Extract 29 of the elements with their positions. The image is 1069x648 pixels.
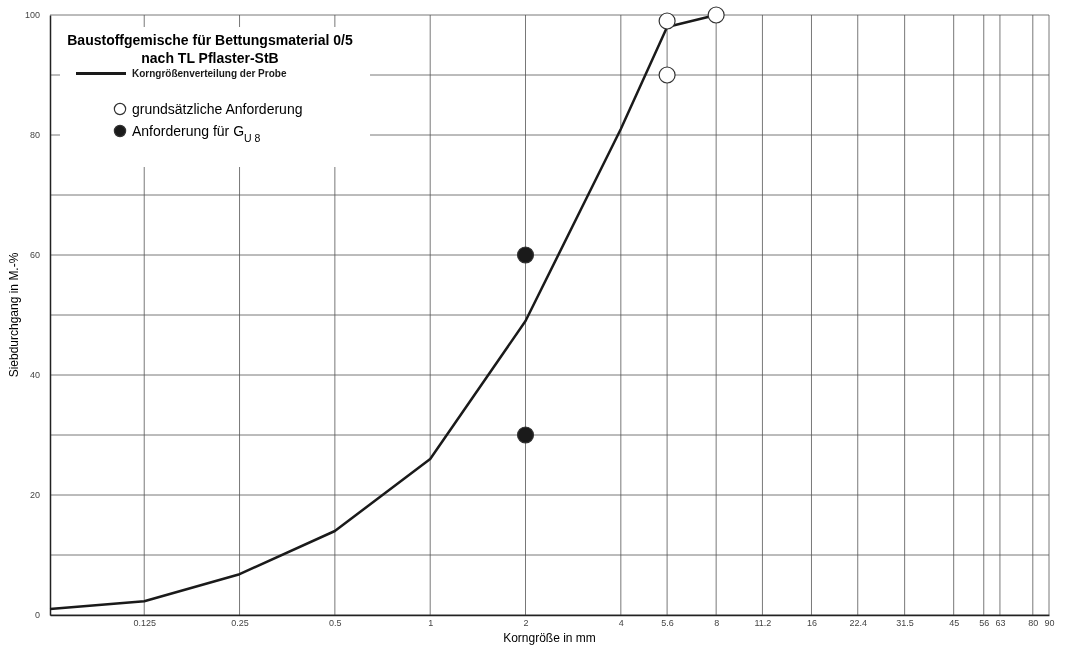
y-tick-label: 60 [29, 250, 40, 261]
x-tick-label: 63 [995, 618, 1006, 629]
x-tick-label: 0.125 [133, 618, 156, 629]
legend-label: Korngrößenverteilung der Probe [132, 68, 287, 79]
y-tick-label: 100 [24, 10, 40, 21]
x-tick-label: 0.5 [329, 618, 342, 629]
x-tick-label: 0.25 [231, 618, 249, 629]
x-tick-label: 56 [979, 618, 990, 629]
legend-title: Baustoffgemische für Bettungsmaterial 0/5 nach TL Pflaster-StB [67, 32, 353, 66]
legend-label: Anforderung für G$_{U 8}$ [132, 123, 261, 144]
x-tick-label: 1 [428, 618, 434, 629]
x-tick-label: 4 [618, 618, 624, 629]
legend-label: grundsätzliche Anforderung [132, 101, 303, 117]
x-tick-label: 8 [714, 618, 720, 629]
y-tick-label: 20 [29, 490, 40, 501]
x-tick-label: 90 [1044, 618, 1055, 629]
x-tick-label: 31.5 [896, 618, 914, 629]
x-tick-label: 45 [949, 618, 960, 629]
x-tick-label: 80 [1028, 618, 1039, 629]
x-tick-label: 22.4 [849, 618, 868, 629]
y-tick-label: 0 [34, 610, 40, 621]
x-tick-label: 11.2 [754, 618, 772, 629]
x-tick-label: 16 [806, 618, 817, 629]
x-axis-title: Korngröße in mm [503, 631, 596, 645]
y-tick-label: 40 [29, 370, 40, 381]
y-axis-title: Siebdurchgang in M.-% [7, 252, 21, 378]
x-tick-label: 2 [523, 618, 529, 629]
x-tick-label: 5.6 [661, 618, 674, 629]
y-tick-label: 80 [29, 130, 40, 141]
